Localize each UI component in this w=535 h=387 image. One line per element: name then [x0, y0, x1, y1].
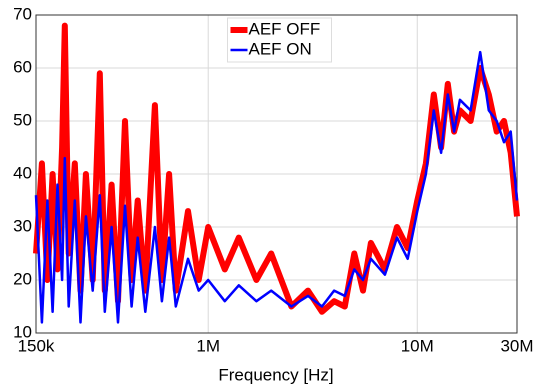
- x-tick-label: 30M: [500, 336, 533, 355]
- y-tick-label: 50: [13, 110, 32, 129]
- y-tick-label: 10: [13, 322, 32, 341]
- y-tick-label: 30: [13, 216, 32, 235]
- x-axis-label: Frequency [Hz]: [218, 365, 333, 384]
- legend-label: AEF OFF: [249, 19, 321, 38]
- y-tick-label: 20: [13, 269, 32, 288]
- y-tick-label: 60: [13, 57, 32, 76]
- data-line: [34, 50, 519, 324]
- legend-box: [227, 17, 332, 63]
- x-tick-label: 1M: [196, 336, 220, 355]
- y-tick-label: 70: [13, 4, 32, 23]
- x-tick-label: 10M: [401, 336, 434, 355]
- plot-frame: [35, 14, 518, 334]
- x-tick-label: 150k: [18, 336, 55, 355]
- legend-label: AEF ON: [249, 39, 312, 58]
- y-tick-label: 40: [13, 163, 32, 182]
